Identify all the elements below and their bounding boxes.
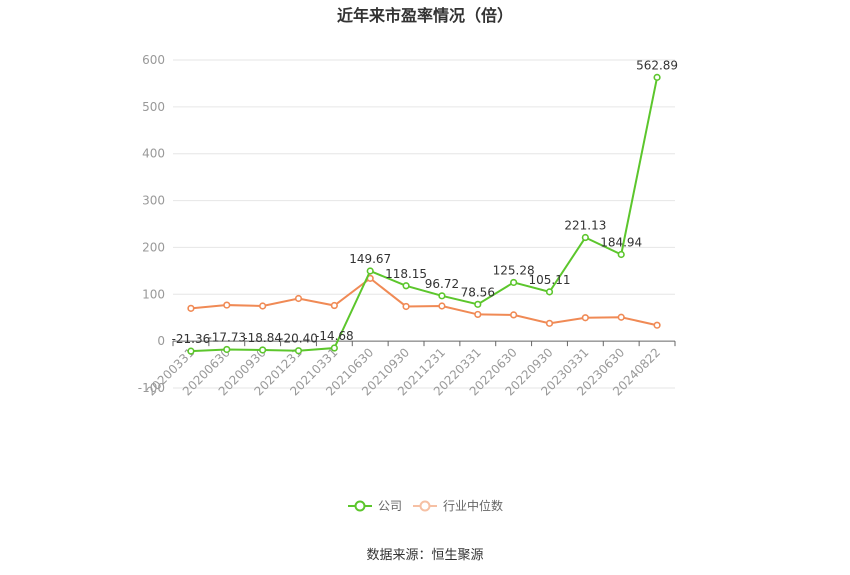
data-point-industry (438, 302, 446, 310)
data-label-company: 562.89 (636, 58, 678, 72)
data-point-industry (581, 314, 589, 322)
y-tick-label: 400 (142, 147, 165, 161)
data-label-company: -20.40 (279, 332, 318, 346)
data-point-industry (474, 310, 482, 319)
data-point-company (653, 73, 661, 81)
data-point-industry (223, 301, 231, 309)
grid-lines (173, 59, 675, 389)
data-point-company (366, 267, 374, 275)
data-point-industry (259, 302, 267, 310)
data-point-company (330, 344, 338, 352)
data-label-company: 118.15 (385, 267, 427, 281)
data-label-company: 149.67 (349, 252, 391, 266)
data-label-company: 105.11 (529, 273, 571, 287)
data-point-industry (330, 301, 338, 310)
y-tick-label: 200 (142, 240, 165, 254)
data-point-company (187, 347, 195, 355)
y-tick-label: 100 (142, 287, 165, 301)
source-note: 数据来源：恒生聚源 (366, 548, 483, 563)
data-point-company (223, 345, 231, 354)
data-point-company (438, 292, 446, 300)
data-point-industry (402, 302, 410, 311)
data-point-industry (617, 313, 625, 321)
data-point-company (294, 347, 303, 355)
data-label-company: 96.72 (425, 277, 459, 291)
legend-item-company[interactable]: 公司 (348, 499, 402, 513)
legend-marker (419, 500, 431, 512)
data-labels: -21.36-17.73-18.84-20.40-14.68 149.67118.… (172, 58, 678, 346)
series-line-company (190, 77, 659, 353)
legend-label: 公司 (378, 499, 402, 513)
data-point-company (259, 346, 267, 354)
data-point-industry (510, 311, 518, 319)
data-point-industry (294, 294, 303, 303)
data-label-company: 184.94 (600, 235, 642, 249)
data-label-company: -21.36 (172, 332, 211, 346)
y-tick-label: 600 (142, 53, 165, 67)
chart-title: 近年来市盈率情况（倍） (337, 6, 513, 25)
data-point-company (545, 288, 554, 296)
data-point-company (581, 233, 589, 242)
legend[interactable]: 公司 行业中位数 (348, 498, 503, 513)
y-tick-label: 300 (142, 194, 165, 208)
y-tick-label: -100 (138, 381, 165, 395)
legend-label: 行业中位数 (443, 498, 503, 513)
data-label-company: 221.13 (564, 219, 606, 233)
data-point-industry (545, 319, 554, 327)
y-tick-label: 0 (157, 334, 165, 348)
data-label-company: -17.73 (207, 330, 246, 344)
data-point-company (474, 300, 482, 308)
data-label-company: -14.68 (315, 329, 354, 343)
data-point-industry (653, 321, 661, 329)
data-point-company (510, 278, 518, 287)
series-layer (187, 73, 661, 355)
data-point-company (617, 250, 625, 259)
data-label-company: 125.28 (493, 263, 535, 277)
data-point-company (402, 282, 410, 290)
y-axis: -100 0 100 200 300 400 500 600 (138, 53, 165, 395)
y-tick-label: 500 (142, 100, 165, 114)
legend-item-industry[interactable]: 行业中位数 (413, 498, 503, 513)
data-label-company: -18.84 (243, 331, 282, 345)
data-point-industry (187, 304, 195, 312)
series-line-industry (190, 277, 658, 327)
data-label-company: 78.56 (461, 285, 495, 299)
legend-marker (354, 500, 366, 512)
